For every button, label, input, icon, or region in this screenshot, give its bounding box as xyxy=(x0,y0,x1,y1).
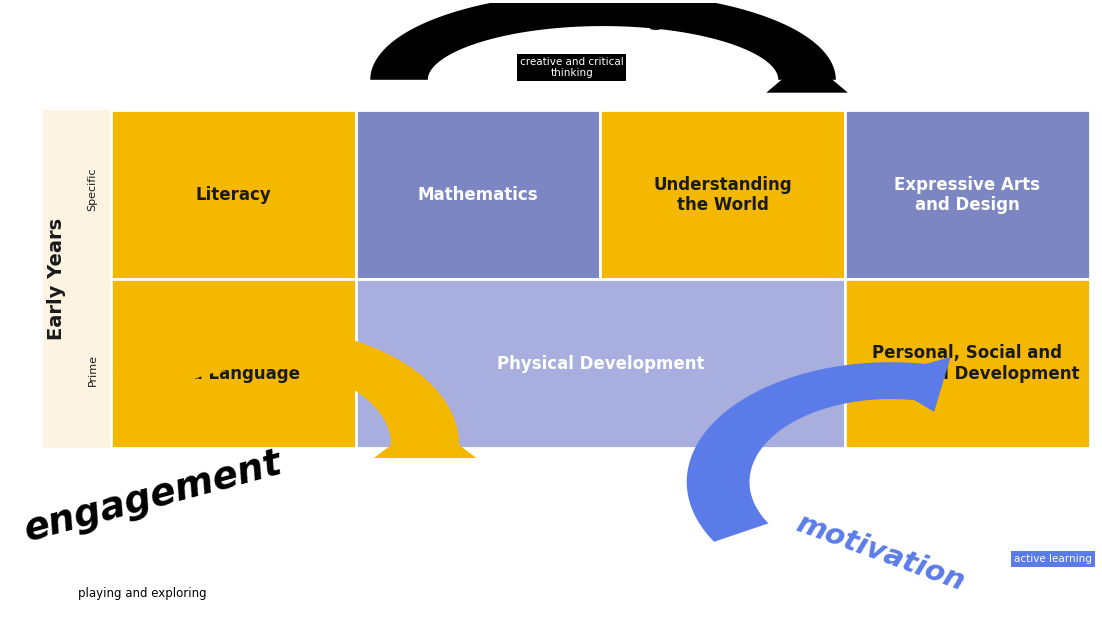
Text: Prime: Prime xyxy=(87,354,97,386)
Text: Personal, Social and
Emotional Development: Personal, Social and Emotional Developme… xyxy=(855,344,1080,383)
Text: Early Years: Early Years xyxy=(47,218,66,341)
Text: Understanding
the World: Understanding the World xyxy=(653,175,792,214)
FancyBboxPatch shape xyxy=(601,110,845,280)
Text: Communication
and Language: Communication and Language xyxy=(161,344,306,383)
FancyBboxPatch shape xyxy=(845,110,1090,280)
Text: engagement: engagement xyxy=(20,445,287,549)
Text: active learning: active learning xyxy=(1014,553,1092,564)
Polygon shape xyxy=(112,327,460,445)
Text: playing and exploring: playing and exploring xyxy=(78,587,207,600)
Text: Specific: Specific xyxy=(87,167,97,210)
Text: Physical Development: Physical Development xyxy=(497,355,704,373)
FancyBboxPatch shape xyxy=(43,110,111,448)
FancyBboxPatch shape xyxy=(356,110,601,280)
FancyBboxPatch shape xyxy=(356,280,845,448)
Polygon shape xyxy=(687,362,926,542)
Polygon shape xyxy=(370,0,835,80)
Polygon shape xyxy=(374,420,476,458)
Polygon shape xyxy=(877,357,951,412)
Text: Expressive Arts
and Design: Expressive Arts and Design xyxy=(895,175,1040,214)
Text: Literacy: Literacy xyxy=(196,186,271,204)
Text: creative and critical
thinking: creative and critical thinking xyxy=(520,57,624,78)
Text: motivation: motivation xyxy=(792,509,969,596)
Polygon shape xyxy=(766,58,847,93)
Text: Mathematics: Mathematics xyxy=(418,186,539,204)
FancyBboxPatch shape xyxy=(111,280,356,448)
FancyBboxPatch shape xyxy=(845,280,1090,448)
Text: thinking: thinking xyxy=(537,3,670,30)
FancyBboxPatch shape xyxy=(111,110,356,280)
